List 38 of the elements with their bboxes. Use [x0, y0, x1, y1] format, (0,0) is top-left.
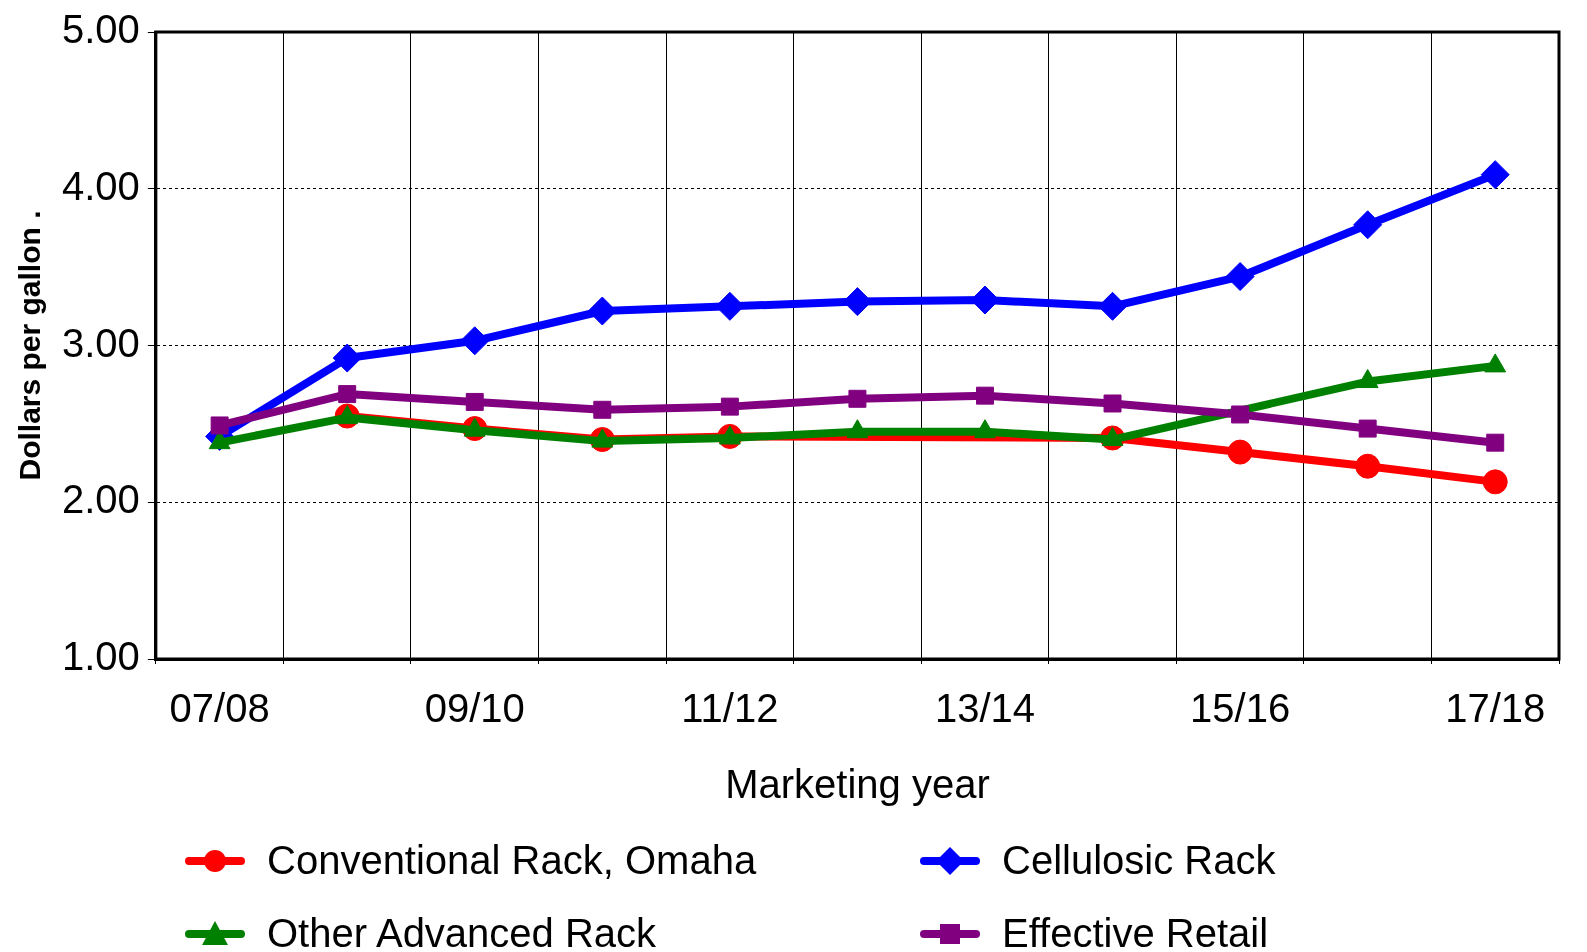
legend-label: Cellulosic Rack: [1002, 838, 1276, 883]
point: [1225, 262, 1255, 292]
point: [1355, 453, 1381, 479]
point: [338, 385, 357, 404]
point: [210, 416, 229, 435]
point: [460, 326, 490, 356]
point: [720, 397, 739, 416]
x-axis-title: Marketing year: [725, 762, 990, 807]
point: [593, 400, 612, 419]
x-tick-label: 07/08: [169, 686, 270, 731]
x-tick-label: 13/14: [934, 686, 1036, 731]
point: [1358, 419, 1377, 438]
point: [1480, 160, 1510, 190]
x-tick-label: 15/16: [1190, 686, 1291, 731]
point: [1482, 469, 1508, 495]
x-tick-label: 17/18: [1445, 686, 1546, 731]
y-tick-label: 3.00: [61, 320, 140, 365]
legend-label: Effective Retail: [1002, 911, 1269, 952]
x-tick-label: 09/10: [424, 686, 525, 731]
point: [587, 296, 617, 326]
y-tick-label: 2.00: [61, 477, 140, 522]
point: [465, 392, 484, 411]
point: [332, 343, 362, 373]
y-tick-label: 4.00: [61, 163, 140, 208]
legend-label: Other Advanced Rack: [267, 911, 657, 952]
point: [976, 386, 994, 405]
point: [1103, 394, 1122, 413]
point: [1486, 433, 1505, 452]
point: [1231, 405, 1250, 424]
point: [1227, 439, 1253, 465]
y-axis-title: Dollars per gallon .: [13, 210, 47, 481]
point: [848, 389, 867, 408]
legend-label: Conventional Rack, Omaha: [267, 838, 757, 883]
y-tick-label: 5.00: [61, 7, 140, 52]
x-tick-label: 11/12: [681, 686, 779, 731]
y-tick-label: 1.00: [61, 634, 140, 679]
point: [1353, 210, 1383, 240]
point: [1098, 291, 1128, 321]
